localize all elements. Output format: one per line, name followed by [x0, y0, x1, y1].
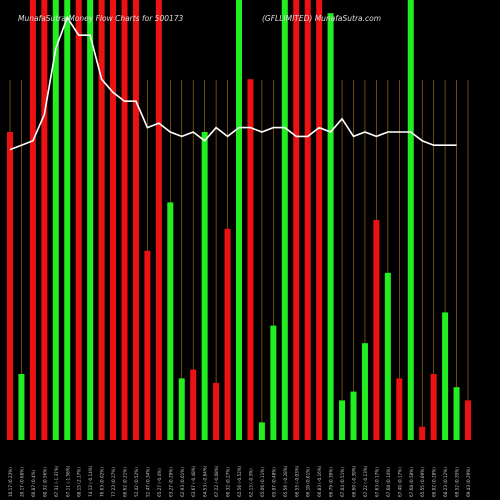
bar: [281, 0, 288, 440]
bar: [190, 369, 197, 440]
x-tick-label: 66.62 (0.21%): [123, 467, 128, 497]
bar: [430, 374, 437, 440]
bar: [75, 0, 82, 440]
x-tick-label: 65.55 (0.09%): [420, 467, 425, 497]
bar: [361, 343, 368, 440]
x-tick-label: 66.79 (0.39%): [329, 467, 334, 497]
bar: [465, 400, 471, 440]
x-tick-label: 77.23 (0.27%): [111, 467, 116, 497]
bar: [18, 374, 25, 440]
bar: [247, 79, 254, 440]
money-flow-line: [9, 15, 457, 151]
bar: [304, 0, 311, 440]
chart-title: MunafaSutra Money Flow Charts for 500173: [18, 14, 184, 23]
bar: [7, 132, 13, 440]
bar: [442, 312, 449, 440]
x-tick-label: 67.22 (-0.13%): [363, 465, 368, 497]
x-tick-label: 63.67 (-0.48%): [191, 465, 196, 497]
x-tick-label: 10.17 (6.23%): [8, 467, 13, 497]
x-tick-label: 66.55 (-0.03%): [294, 465, 299, 497]
bar: [98, 0, 105, 440]
bar: [419, 426, 426, 440]
x-tick-label: 66.60 (-0.39%): [352, 465, 357, 497]
bar-series: [7, 0, 471, 440]
bar: [236, 0, 242, 440]
x-tick-label: 67.04 (0.51%): [340, 467, 345, 497]
bar: [52, 0, 59, 440]
bar: [201, 132, 208, 440]
x-tick-label: 62.13 (-0.3%): [248, 468, 253, 497]
x-tick-label: 52.47 (0.34%): [145, 467, 150, 497]
x-tick-label: 20.17 (0.68%): [19, 467, 24, 497]
bar: [64, 0, 71, 440]
bar: [121, 0, 128, 440]
x-tick-label: 67.63 (0.17%): [374, 467, 379, 497]
x-tick-label: 52.42 (0.52%): [134, 467, 139, 497]
x-tick-label: 74.12 (-0.14%): [88, 465, 93, 497]
x-tick-label: 67.40 (0.17%): [397, 467, 402, 497]
x-tick-label: 62.93 (0.01%): [180, 467, 185, 497]
bar: [293, 0, 300, 440]
bar: [327, 13, 334, 440]
bar: [29, 0, 36, 440]
line-series: [9, 15, 457, 151]
x-tick-label: 60.32 (0.56%): [42, 467, 47, 497]
bar: [270, 325, 277, 440]
bar: [155, 0, 162, 440]
bar: [144, 250, 151, 440]
x-tick-label: 68.23 (0.12%): [443, 467, 448, 497]
x-tick-label: 62.56 (-0.52%): [237, 465, 242, 497]
x-tick-label: 67.68 (0.14%): [386, 467, 391, 497]
bar: [373, 220, 380, 440]
x-tick-label: 67.22 (-0.08%): [214, 465, 219, 497]
x-tick-label: 65.56 (-0.28%): [283, 465, 288, 497]
x-tick-label: 66.32 (0.27%): [226, 467, 231, 497]
x-tick-label: 68.15 (2.17%): [77, 467, 82, 497]
x-tick-label: 76.63 (0.02%): [100, 467, 105, 497]
x-tick-label: 65.97 (0.48%): [271, 467, 276, 497]
bar: [41, 0, 48, 440]
bar: [167, 202, 174, 440]
bar: [350, 391, 357, 440]
bar: [87, 0, 94, 440]
x-tick-label: 64.53 (-0.84%): [203, 465, 208, 497]
x-tick-label: 60.87 (0.4%): [31, 469, 36, 497]
bar: [339, 400, 346, 440]
bar: [213, 382, 220, 440]
bar: [258, 422, 265, 440]
x-tick-label: 69.52 (0.35%): [455, 467, 460, 497]
x-tick-label: 65.27 (-0.4%): [157, 468, 162, 497]
chart-site-label: (GFLLIMITED) MunafaSutra.com: [262, 14, 382, 23]
x-tick-labels: 10.17 (6.23%) 20.17 (0.68%) 60.87 (0.4%) 60…: [8, 465, 471, 497]
bar: [384, 272, 391, 440]
bar: [110, 0, 117, 440]
x-tick-label: 67.68 (0.58%): [409, 467, 414, 497]
x-tick-label: 63.27 (0.29%): [168, 467, 173, 497]
bar: [224, 228, 231, 440]
x-tick-label: 67.31 (-1.37%): [54, 465, 59, 497]
bar: [453, 387, 460, 440]
x-tick-label: 66.02 (0.28%): [432, 467, 437, 497]
bar: [396, 378, 403, 440]
bar: [132, 0, 139, 440]
bar: [407, 0, 414, 440]
x-tick-label: 66.83 (-0.16%): [317, 465, 322, 497]
x-tick-label: 69.43 (0.29%): [466, 467, 471, 497]
bar: [178, 378, 185, 440]
x-tick-label: 66.18 (0.01%): [306, 467, 311, 497]
x-tick-label: 65.06 (0.11%): [260, 467, 265, 497]
x-tick-label: 67.11 (-1.58%): [65, 465, 70, 497]
bar: [316, 0, 323, 440]
